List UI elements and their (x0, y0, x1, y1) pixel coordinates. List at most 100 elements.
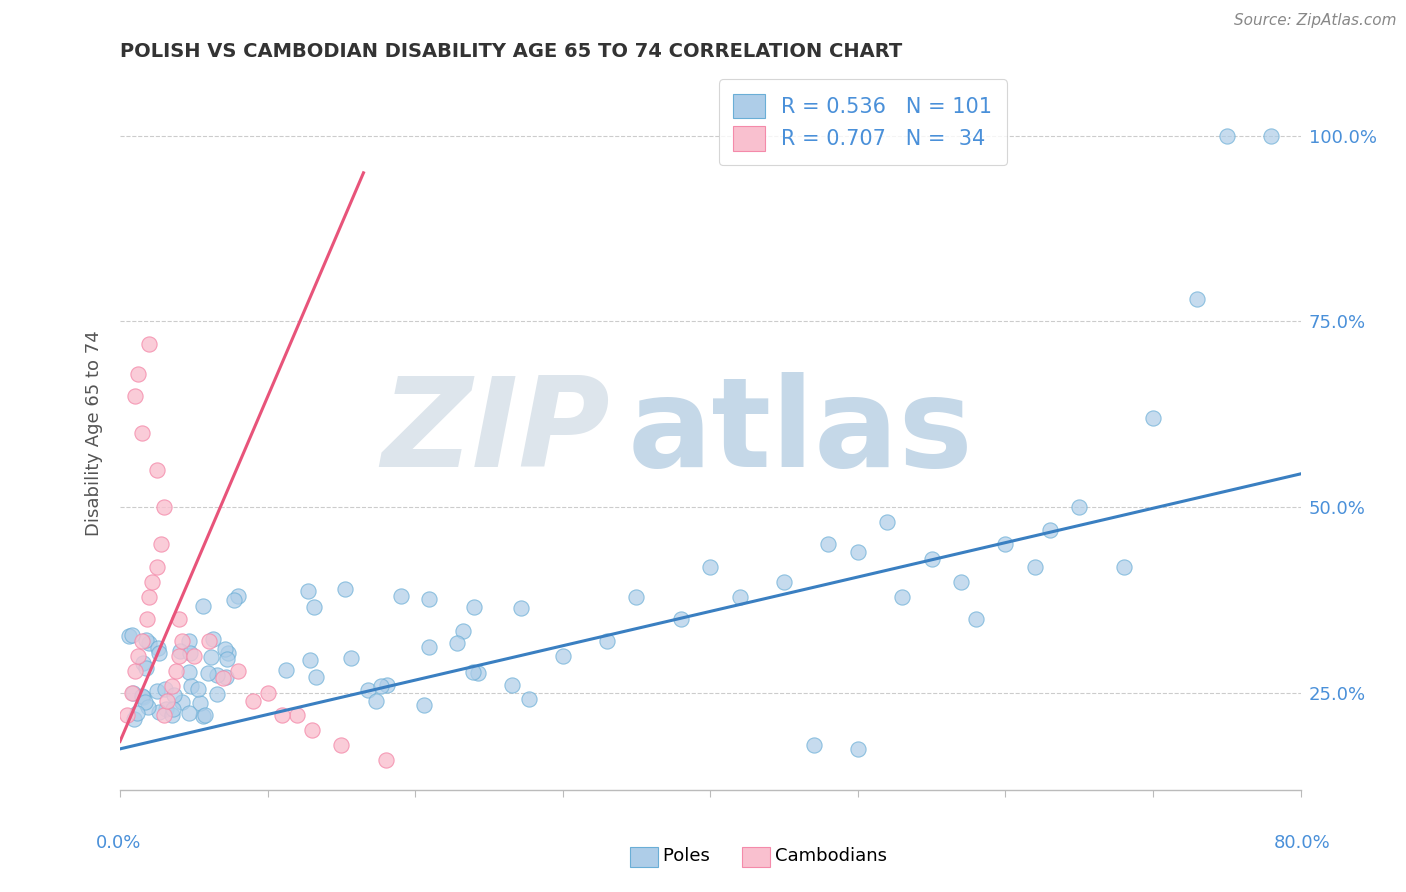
Point (138, 635, 160, 649)
Point (340, 651, 363, 665)
Point (669, 612, 692, 626)
Point (626, 590, 648, 604)
Point (271, 708, 294, 723)
Point (1216, 128, 1239, 143)
Point (135, 661, 157, 675)
Point (135, 612, 157, 626)
Point (197, 665, 219, 680)
Point (501, 678, 523, 692)
Point (596, 634, 619, 648)
Point (135, 633, 157, 648)
Point (214, 670, 236, 684)
Point (1142, 411, 1164, 425)
Point (191, 599, 214, 613)
Point (370, 679, 392, 693)
Text: 80.0%: 80.0% (1274, 834, 1330, 852)
Point (226, 664, 249, 678)
Point (167, 648, 190, 663)
Point (305, 670, 328, 684)
Point (146, 559, 169, 574)
Point (773, 574, 796, 589)
Point (1069, 500, 1091, 515)
Point (150, 537, 173, 551)
Point (127, 706, 149, 720)
Point (138, 590, 160, 604)
Point (153, 681, 176, 696)
Point (131, 425, 153, 440)
Point (256, 686, 278, 700)
Point (170, 695, 193, 709)
Point (699, 559, 721, 574)
Point (146, 463, 169, 477)
Point (190, 697, 212, 711)
Text: atlas: atlas (627, 373, 973, 493)
Point (364, 694, 387, 708)
Point (121, 686, 143, 700)
Point (122, 685, 145, 699)
Point (187, 681, 209, 696)
Point (163, 688, 186, 702)
Point (183, 648, 205, 663)
Point (146, 641, 169, 656)
Point (160, 679, 183, 693)
Point (205, 667, 228, 681)
Point (510, 601, 533, 615)
Point (921, 552, 943, 566)
Y-axis label: Disability Age 65 to 74: Disability Age 65 to 74 (86, 330, 103, 536)
Point (212, 671, 235, 685)
Point (179, 665, 201, 680)
Point (217, 646, 239, 660)
Point (146, 684, 169, 698)
Point (141, 574, 163, 589)
Point (461, 665, 484, 680)
Point (330, 738, 353, 752)
Point (197, 634, 219, 648)
Point (200, 649, 222, 664)
Text: Source: ZipAtlas.com: Source: ZipAtlas.com (1233, 13, 1396, 29)
Point (950, 574, 973, 589)
Point (302, 600, 325, 615)
Point (124, 389, 146, 403)
Point (134, 695, 156, 709)
Point (169, 643, 191, 657)
Point (191, 709, 214, 723)
Point (467, 665, 489, 680)
Point (217, 651, 239, 665)
Point (136, 700, 159, 714)
Point (167, 612, 190, 626)
Point (1024, 559, 1046, 574)
Point (333, 582, 356, 597)
Text: ZIP: ZIP (381, 373, 610, 493)
Point (117, 708, 139, 723)
Point (463, 600, 485, 615)
Point (153, 708, 176, 723)
Point (451, 624, 474, 638)
Point (148, 705, 170, 719)
Point (418, 640, 440, 654)
Point (375, 678, 398, 692)
Point (127, 648, 149, 663)
Text: 0.0%: 0.0% (96, 834, 141, 852)
Point (132, 690, 155, 704)
Point (1260, 128, 1282, 143)
Legend: R = 0.536   N = 101, R = 0.707   N =  34: R = 0.536 N = 101, R = 0.707 N = 34 (718, 79, 1007, 165)
Point (1112, 559, 1135, 574)
Point (194, 707, 217, 722)
Point (274, 663, 297, 677)
Point (205, 687, 228, 701)
Point (412, 698, 434, 713)
Point (214, 642, 236, 657)
Point (121, 628, 143, 642)
Point (357, 683, 380, 698)
Point (165, 664, 187, 678)
Text: Poles: Poles (640, 847, 710, 865)
Point (124, 664, 146, 678)
Point (160, 708, 183, 723)
Point (1187, 292, 1209, 306)
Point (285, 708, 308, 723)
Point (153, 500, 176, 515)
Point (138, 336, 160, 351)
Point (1039, 523, 1062, 537)
Point (728, 590, 751, 604)
Point (156, 693, 179, 707)
